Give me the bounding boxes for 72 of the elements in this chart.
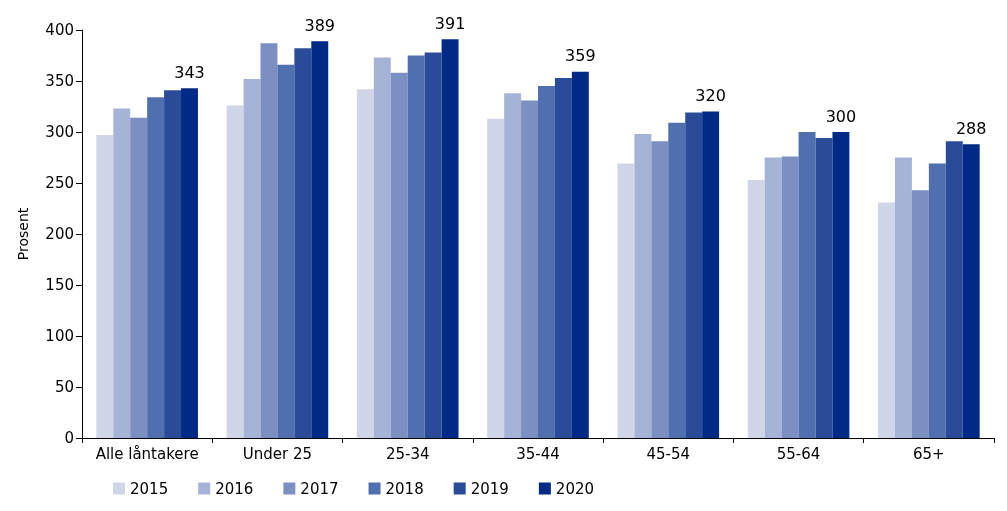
bar xyxy=(702,111,720,438)
data-label: 300 xyxy=(825,106,857,126)
legend-label: 2020 xyxy=(555,479,595,498)
bar xyxy=(781,156,799,438)
legend-label: 2015 xyxy=(130,479,169,498)
y-tick-label: 100 xyxy=(45,327,74,345)
bar xyxy=(538,86,555,438)
bar xyxy=(164,90,182,438)
bar xyxy=(945,141,963,438)
bar xyxy=(962,144,980,438)
x-tick-label: 65+ xyxy=(913,444,945,463)
data-label: 389 xyxy=(304,15,336,35)
bar xyxy=(373,57,391,438)
bar xyxy=(668,122,686,438)
y-tick-label: 150 xyxy=(45,276,74,294)
x-tick-label: 25-34 xyxy=(385,444,430,463)
y-tick-label: 50 xyxy=(54,378,74,396)
bar xyxy=(911,190,929,438)
x-tick-label: Under 25 xyxy=(242,444,313,463)
bar xyxy=(571,71,589,438)
y-tick-label: 250 xyxy=(45,174,74,192)
bar xyxy=(487,118,505,438)
bar xyxy=(764,157,782,438)
bar xyxy=(928,163,946,438)
bar xyxy=(390,72,408,438)
bar xyxy=(798,132,816,438)
bar xyxy=(617,163,635,438)
bar xyxy=(147,97,165,438)
y-tick-label: 350 xyxy=(45,72,74,90)
legend-label: 2019 xyxy=(470,479,509,498)
data-label: 359 xyxy=(565,46,596,66)
bar xyxy=(634,134,652,438)
data-label: 391 xyxy=(434,13,466,33)
x-tick-label: 45-54 xyxy=(646,444,691,463)
y-tick-label: 300 xyxy=(45,123,74,141)
legend-label: 2017 xyxy=(300,479,339,498)
legend-label: 2016 xyxy=(215,479,254,498)
bar xyxy=(181,88,198,438)
x-tick-label: Alle låntakere xyxy=(95,444,199,463)
bar xyxy=(815,138,833,438)
bar xyxy=(747,179,765,438)
x-tick-label: 35-44 xyxy=(516,444,560,463)
bar xyxy=(311,41,329,438)
bar xyxy=(651,141,669,438)
bar xyxy=(424,52,442,438)
bar xyxy=(277,64,295,438)
x-tick-label: 55-64 xyxy=(776,444,821,463)
bar xyxy=(226,105,244,438)
bar xyxy=(554,77,572,438)
bar xyxy=(130,117,148,438)
bar xyxy=(96,135,114,438)
data-label: 343 xyxy=(174,62,205,82)
bar xyxy=(504,93,522,438)
bar xyxy=(243,78,261,438)
data-label: 320 xyxy=(695,86,726,106)
bar xyxy=(113,108,131,438)
y-axis-title: Prosent xyxy=(15,207,31,261)
bar xyxy=(832,132,850,438)
data-label: 288 xyxy=(955,118,987,138)
bar xyxy=(878,202,895,438)
bar xyxy=(441,39,459,438)
bar xyxy=(356,89,374,438)
y-tick-label: 200 xyxy=(45,225,74,243)
y-tick-label: 0 xyxy=(64,429,74,447)
y-tick-label: 400 xyxy=(45,21,74,39)
legend-label: 2018 xyxy=(385,479,424,498)
bar xyxy=(685,112,703,438)
bar xyxy=(894,157,912,438)
bar xyxy=(521,100,538,438)
bar xyxy=(294,48,312,438)
bar xyxy=(260,43,278,438)
bar xyxy=(407,55,425,438)
